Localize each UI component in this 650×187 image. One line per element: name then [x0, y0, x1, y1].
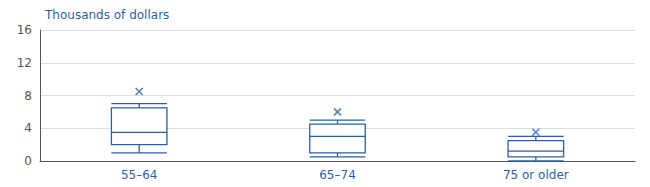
svg-text:8: 8: [24, 89, 32, 103]
svg-text:75 or older: 75 or older: [503, 168, 569, 182]
svg-text:4: 4: [24, 121, 32, 135]
svg-text:12: 12: [17, 56, 32, 70]
svg-text:0: 0: [24, 154, 32, 168]
svg-text:55–64: 55–64: [121, 168, 158, 182]
svg-text:65–74: 65–74: [319, 168, 356, 182]
svg-text:Thousands of dollars: Thousands of dollars: [44, 8, 169, 22]
svg-text:16: 16: [17, 23, 32, 37]
